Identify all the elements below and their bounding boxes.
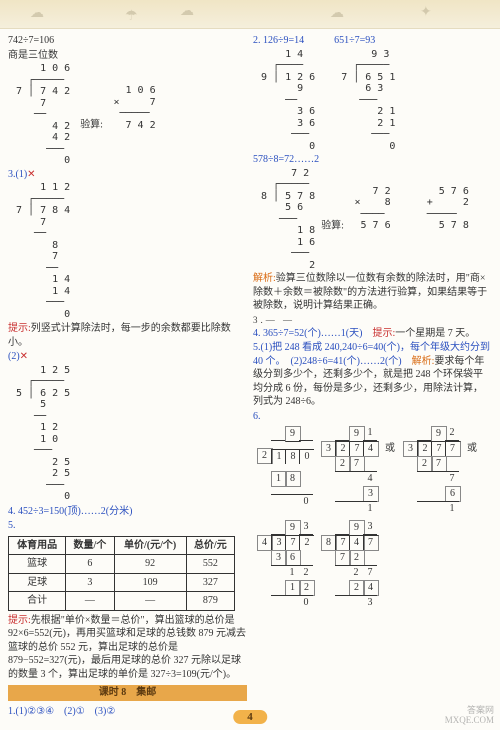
verify-calc: 7 2 5 7 6 × 8 + 2 ──── ───── 5 7 6 5 7 8 xyxy=(354,186,468,232)
item-4r: 4. 365÷7=52(个)……1(天) 提示:一个星期是 7 天。 xyxy=(253,327,492,341)
td: — xyxy=(66,592,114,611)
hint-label: 提示: xyxy=(8,323,31,334)
box-division: 92 3277 27 7 6 1 xyxy=(403,426,459,516)
left-column: 742÷7=106 商是三位数 1 0 6 ┌───── 7 │ 7 4 2 7… xyxy=(8,33,247,719)
td: 327 xyxy=(186,573,234,592)
td: 6 xyxy=(66,555,114,574)
td: — xyxy=(114,592,186,611)
cloud-icon: ☁ xyxy=(330,5,344,22)
td: 552 xyxy=(186,555,234,574)
separator: 3.— — xyxy=(253,314,492,326)
text-line: 商是三位数 xyxy=(8,49,247,63)
item-5: 5. xyxy=(8,519,247,533)
hint: 提示:列竖式计算除法时，每一步的余数都要比除数小。 xyxy=(8,322,247,349)
analysis-label: 解析: xyxy=(253,273,276,284)
long-division: 1 4 ┌──── 9 │ 1 2 6 9 ── 3 6 3 6 ─── 0 xyxy=(261,49,315,153)
td: 3 xyxy=(66,573,114,592)
item-3-1: 3.(1)✕ xyxy=(8,168,247,182)
th: 单价/(元/个) xyxy=(114,536,186,555)
or-label: 或 xyxy=(385,442,395,518)
td: 足球 xyxy=(9,573,66,592)
box-division: 9 2180 18 0 xyxy=(257,426,313,516)
td: 合计 xyxy=(9,592,66,611)
verify-calc: 1 0 6 × 7 ───── 7 4 2 xyxy=(113,85,155,131)
analysis: 解析:验算三位数除以一位数有余数的除法时，用"商×除数＋余数＝被除数"的方法进行… xyxy=(253,272,492,313)
long-division: 1 2 5 ┌───── 5 │ 6 2 5 5 ── 1 2 1 0 ─── … xyxy=(16,365,70,503)
cloud-icon: ☁ xyxy=(30,5,44,22)
or-label: 或 xyxy=(467,442,477,518)
equation: 578÷8=72……2 xyxy=(253,153,492,167)
item-5r: 5.(1)把 248 看成 240,240÷6=40(个)，每个年级大约分到 4… xyxy=(253,341,492,409)
explanation: 提示:先根据"单价×数量＝总价"，算出篮球的总价是 92×6=552(元)，再用… xyxy=(8,614,247,682)
td: 92 xyxy=(114,555,186,574)
box-division: 93 8747 72 27 24 3 xyxy=(321,520,377,610)
item-6: 6. xyxy=(253,410,492,424)
item-2: 2. 126÷9=14 651÷7=93 xyxy=(253,34,492,48)
watermark: 答案网 MXQE.COM xyxy=(445,706,494,726)
header-decor: ☁ ☁ ☂ ☁ ✦ xyxy=(0,0,500,29)
umbrella-icon: ☂ xyxy=(125,8,138,25)
verify-label: 验算: xyxy=(321,220,344,231)
long-division: 9 3 ┌───── 7 │ 6 5 1 6 3 ─── 2 1 2 1 ───… xyxy=(341,49,395,153)
page-number-badge: 4 xyxy=(233,710,267,724)
content-columns: 742÷7=106 商是三位数 1 0 6 ┌───── 7 │ 7 4 2 7… xyxy=(0,29,500,723)
hint-label: 提示: xyxy=(8,615,31,626)
long-division: 1 0 6 ┌───── 7 │ 7 4 2 7 ── 4 2 4 2 ─── … xyxy=(16,63,70,167)
td: 109 xyxy=(114,573,186,592)
th: 体育用品 xyxy=(9,536,66,555)
box-division-group: 9 2180 18 0 91 3274 27 4 3 1 或 92 3277 2… xyxy=(253,424,492,518)
verify-label: 验算: xyxy=(80,120,103,131)
td: 篮球 xyxy=(9,555,66,574)
data-table: 体育用品 数量/个 单价/(元/个) 总价/元 篮球 6 92 552 足球 3… xyxy=(8,536,235,611)
hint-label: 提示: xyxy=(372,328,395,339)
th: 总价/元 xyxy=(186,536,234,555)
section-bar: 课时 8 集邮 xyxy=(8,685,247,701)
box-division: 93 4372 36 12 12 0 xyxy=(257,520,313,610)
analysis-label: 解析: xyxy=(412,356,435,367)
star-icon: ✦ xyxy=(420,4,432,21)
cloud-icon: ☁ xyxy=(180,3,194,20)
th: 数量/个 xyxy=(66,536,114,555)
right-column: 2. 126÷9=14 651÷7=93 1 4 ┌──── 9 │ 1 2 6… xyxy=(253,33,492,719)
equation: 742÷7=106 xyxy=(8,34,247,48)
item-3-2: (2)✕ xyxy=(8,350,247,364)
item-4: 4. 452÷3=150(顶)……2(分米) xyxy=(8,505,247,519)
td: 879 xyxy=(186,592,234,611)
box-division: 91 3274 27 4 3 1 xyxy=(321,426,377,516)
item-bottom: 1.(1)②③④ (2)① (3)② xyxy=(8,705,247,719)
box-division-group: 93 4372 36 12 12 0 93 8747 72 27 24 3 xyxy=(253,518,492,612)
long-division: 1 1 2 ┌───── 7 │ 7 8 4 7 ── 8 7 ── 1 4 1… xyxy=(16,182,70,320)
long-division: 7 2 ┌───── 8 │ 5 7 8 5 6 ─── 1 8 1 6 ───… xyxy=(261,168,315,272)
